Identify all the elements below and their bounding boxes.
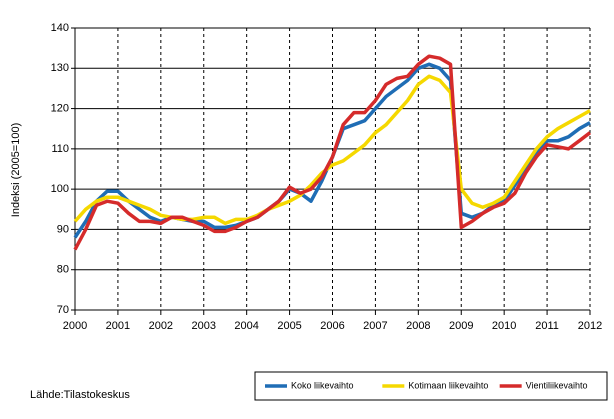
legend-label: Kotimaan liikevaihto (408, 380, 488, 390)
x-tick-label: 2003 (192, 320, 216, 332)
x-tick-label: 2007 (363, 320, 387, 332)
x-tick-label: 2005 (277, 320, 301, 332)
x-tick-label: 2009 (449, 320, 473, 332)
x-tick-label: 2008 (406, 320, 430, 332)
y-tick-label: 90 (57, 223, 69, 235)
x-tick-label: 2010 (492, 320, 516, 332)
y-tick-label: 100 (51, 183, 69, 195)
series-line (73, 54, 592, 251)
y-tick-label: 140 (51, 22, 69, 34)
x-tick-label: 2002 (149, 320, 173, 332)
y-tick-label: 120 (51, 102, 69, 114)
x-tick-label: 2006 (320, 320, 344, 332)
legend-label: Koko liikevaihto (291, 380, 354, 390)
legend-box (254, 371, 608, 401)
y-tick-label: 130 (51, 62, 69, 74)
y-tick-label: 70 (57, 304, 69, 316)
y-tick-label: 80 (57, 264, 69, 276)
y-tick-label: 110 (51, 143, 69, 155)
legend-label: Vientiliikevaihto (526, 380, 588, 390)
x-tick-label: 2004 (234, 320, 258, 332)
x-tick-label: 2001 (106, 320, 130, 332)
legend: Koko liikevaihto Kotimaan liikevaihto Vien… (254, 371, 608, 401)
series-line (73, 74, 591, 226)
y-axis-label: Indeksi (2005=100) (10, 123, 22, 217)
x-tick-label: 2012 (578, 320, 602, 332)
x-tick-label: 2000 (63, 320, 87, 332)
x-tick-label: 2011 (535, 320, 559, 332)
source-note: Lähde:Tilastokeskus (30, 389, 130, 401)
